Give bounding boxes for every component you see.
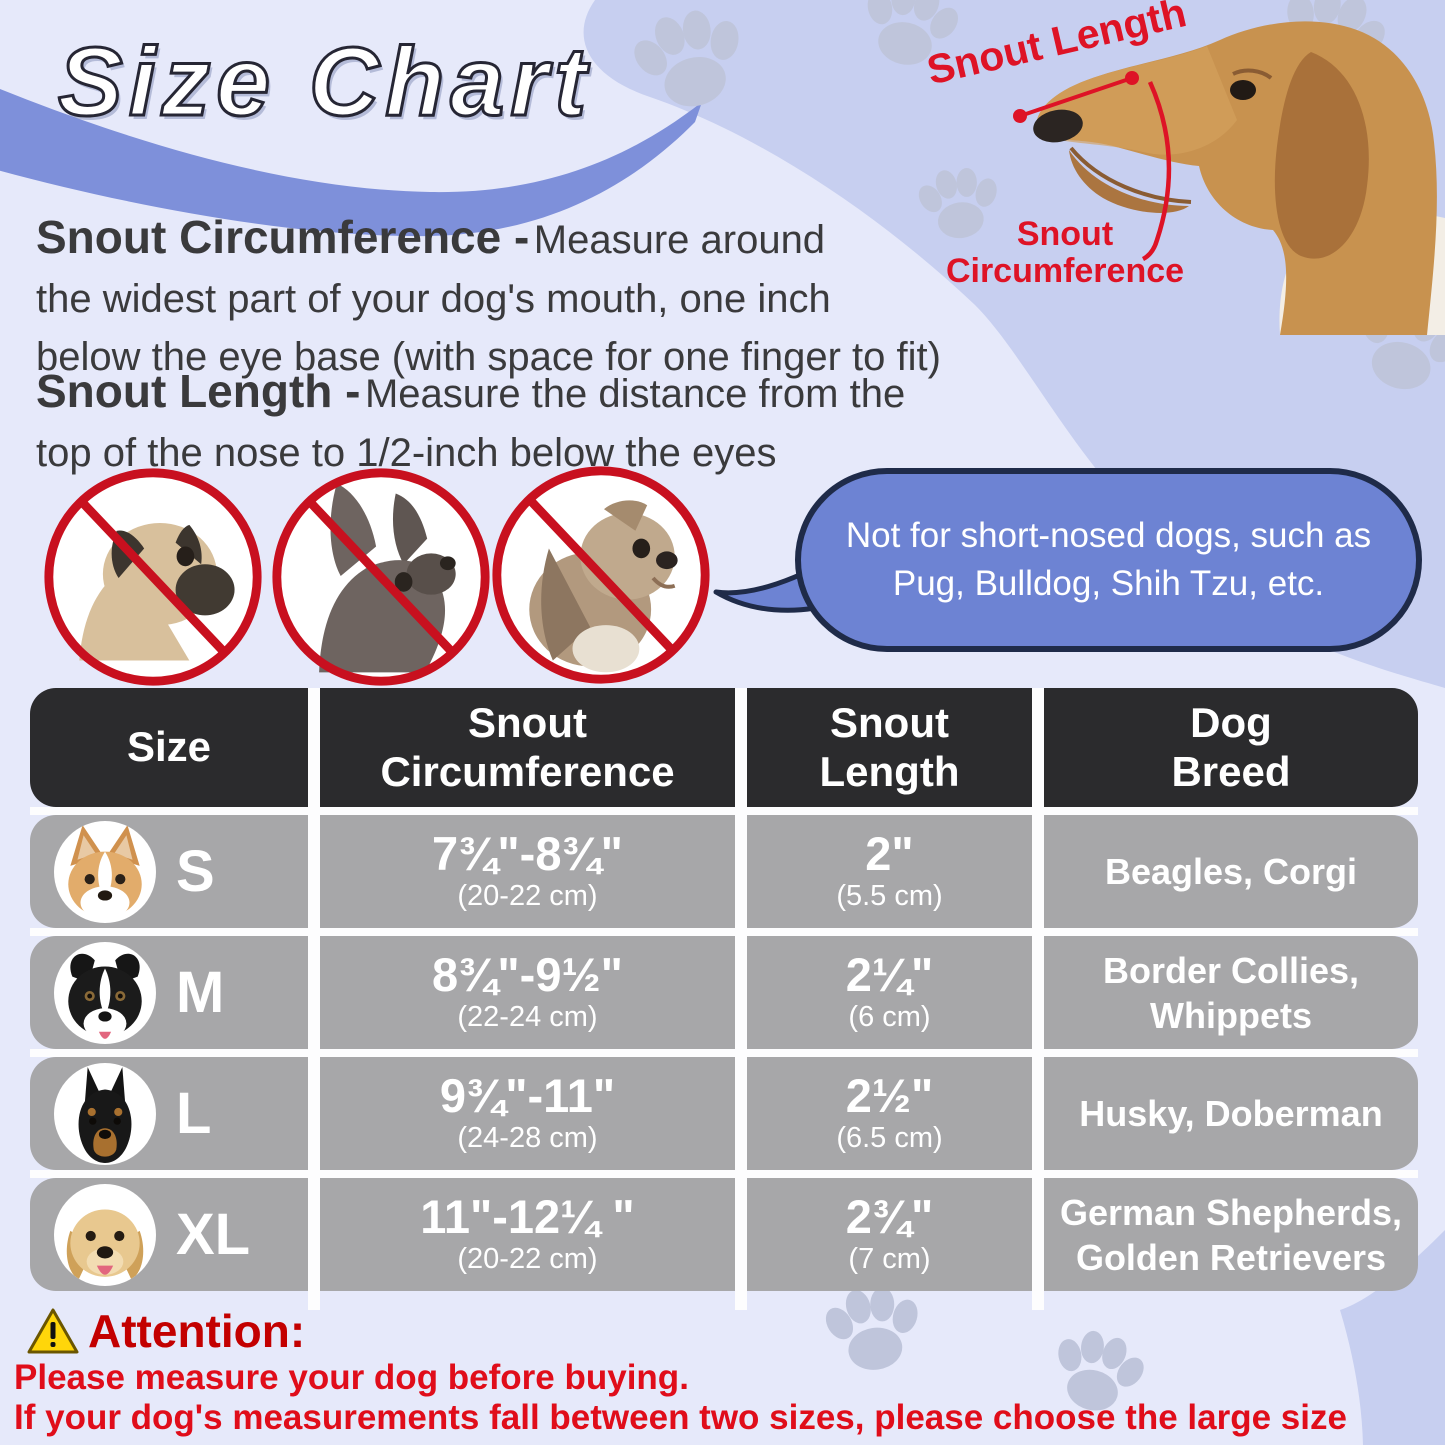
circumference-inches: 11"-12¼ " [420,1189,635,1243]
snout-circumference-label: Snout Circumference [945,215,1185,291]
circumference-inches: 7¾"-8¾" [432,826,623,880]
length-inches: 2¾" [845,1189,934,1243]
header-breed-line1: Dog [1190,699,1272,747]
row-gap [30,928,1418,936]
length-inches: 2½" [845,1068,934,1122]
doberman-photo [54,1062,156,1165]
prohibited-bulldog-icon [272,468,490,686]
dog-ear [1274,52,1369,259]
breed-text: Beagles, Corgi [1104,851,1358,892]
prohibited-shihtzu-icon [492,466,710,684]
size-cell-l: L [30,1057,308,1170]
table-header-row: Size Snout Circumference Snout Length Dog B… [30,688,1418,807]
length-inches: 2" [865,826,914,880]
length-cell-l: 2½" (6.5 cm) [747,1057,1032,1170]
header-circumference: Snout Circumference [320,688,735,807]
warning-bubble: Not for short-nosed dogs, such as Pug, B… [795,468,1422,652]
length-inches: 2¼" [845,947,934,1001]
breed-text: Border Collies, Whippets [1102,949,1360,1036]
circumference-cell-xl: 11"-12¼ " (20-22 cm) [320,1178,735,1291]
length-cell-s: 2" (5.5 cm) [747,815,1032,928]
column-gap [308,688,320,1310]
circumference-cell-m: 8¾"-9½" (22-24 cm) [320,936,735,1049]
size-letter: S [176,839,215,904]
attention-line-2: If your dog's measurements fall between … [14,1398,1347,1437]
length-cm: (6.5 cm) [836,1122,943,1155]
circumference-heading: Snout Circumference - [36,211,530,263]
length-cm: (7 cm) [848,1243,931,1276]
corgi-photo [54,820,156,923]
size-cell-xl: XL [30,1178,308,1291]
attention-title: Attention: [88,1305,306,1357]
breed-cell-l: Husky, Doberman [1044,1057,1418,1170]
circumference-instructions: Snout Circumference - Measure around the… [36,212,941,382]
length-cm: (5.5 cm) [836,880,943,913]
header-circumference-line1: Snout [468,699,587,747]
circumference-cm: (22-24 cm) [457,1001,598,1034]
size-cell-s: S [30,815,308,928]
row-gap [30,1170,1418,1178]
circumference-text-3: below the eye base (with space for one f… [36,335,941,379]
size-cell-m: M [30,936,308,1049]
circumference-cell-l: 9¾"-11" (24-28 cm) [320,1057,735,1170]
row-gap [30,1049,1418,1057]
header-breed-line2: Breed [1171,747,1291,795]
header-breed: Dog Breed [1044,688,1418,807]
length-text-1: Measure the distance from the [364,372,906,416]
header-length: Snout Length [747,688,1032,807]
breed-text: Husky, Doberman [1079,1093,1383,1134]
border-collie-photo [54,941,156,1044]
table-row-l: L 9¾"-11" (24-28 cm) 2½" (6.5 cm) Husky,… [30,1057,1418,1170]
circumference-inches: 9¾"-11" [439,1068,616,1122]
length-cm: (6 cm) [848,1001,931,1034]
circumference-cm: (24-28 cm) [457,1122,598,1155]
table-row-xl: XL 11"-12¼ " (20-22 cm) 2¾" (7 cm) Germa… [30,1178,1418,1291]
column-gap [1032,688,1044,1310]
header-circumference-line2: Circumference [380,747,675,795]
page-title: Size Chart [56,26,593,138]
table-row-m: M 8¾"-9½" (22-24 cm) 2¼" (6 cm) Border C… [30,936,1418,1049]
length-text-2: top of the nose to 1/2-inch below the ey… [36,431,777,475]
circumference-inches: 8¾"-9½" [432,947,623,1001]
breed-cell-m: Border Collies, Whippets [1044,936,1418,1049]
blue-wave [0,89,702,237]
length-heading: Snout Length - [36,365,361,417]
warning-icon [27,1308,79,1354]
length-cell-m: 2¼" (6 cm) [747,936,1032,1049]
column-gap [735,688,747,1310]
attention-header: Attention: [26,1304,305,1358]
row-gap [30,807,1418,815]
dog-head-illustration [1033,21,1445,335]
length-cell-xl: 2¾" (7 cm) [747,1178,1032,1291]
dog-eye [1230,80,1256,100]
size-table: Size Snout Circumference Snout Length Dog B… [30,688,1418,1310]
prohibited-pug-icon [44,468,262,686]
breed-text: German Shepherds, Golden Retrievers [1059,1191,1403,1278]
header-length-line2: Length [819,747,960,795]
header-size: Size [30,688,308,807]
header-length-line1: Snout [830,699,949,747]
size-letter: L [176,1081,212,1146]
attention-line-1: Please measure your dog before buying. [14,1358,689,1397]
circumference-text-2: the widest part of your dog's mouth, one… [36,277,831,321]
size-letter: XL [176,1202,251,1267]
circumference-cm: (20-22 cm) [457,1243,598,1276]
circumference-text-1: Measure around [533,218,826,262]
size-letter: M [176,960,225,1025]
circumference-cm: (20-22 cm) [457,880,598,913]
dog-nose [1033,109,1083,143]
circumference-cell-s: 7¾"-8¾" (20-22 cm) [320,815,735,928]
length-instructions: Snout Length - Measure the distance from… [36,366,905,478]
golden-retriever-photo [54,1183,156,1286]
breed-cell-s: Beagles, Corgi [1044,815,1418,928]
warning-bubble-text: Not for short-nosed dogs, such as Pug, B… [845,515,1372,603]
breed-cell-xl: German Shepherds, Golden Retrievers [1044,1178,1418,1291]
measurement-lines [1013,71,1172,262]
table-row-s: S 7¾"-8¾" (20-22 cm) 2" (5.5 cm) Beagles… [30,815,1418,928]
